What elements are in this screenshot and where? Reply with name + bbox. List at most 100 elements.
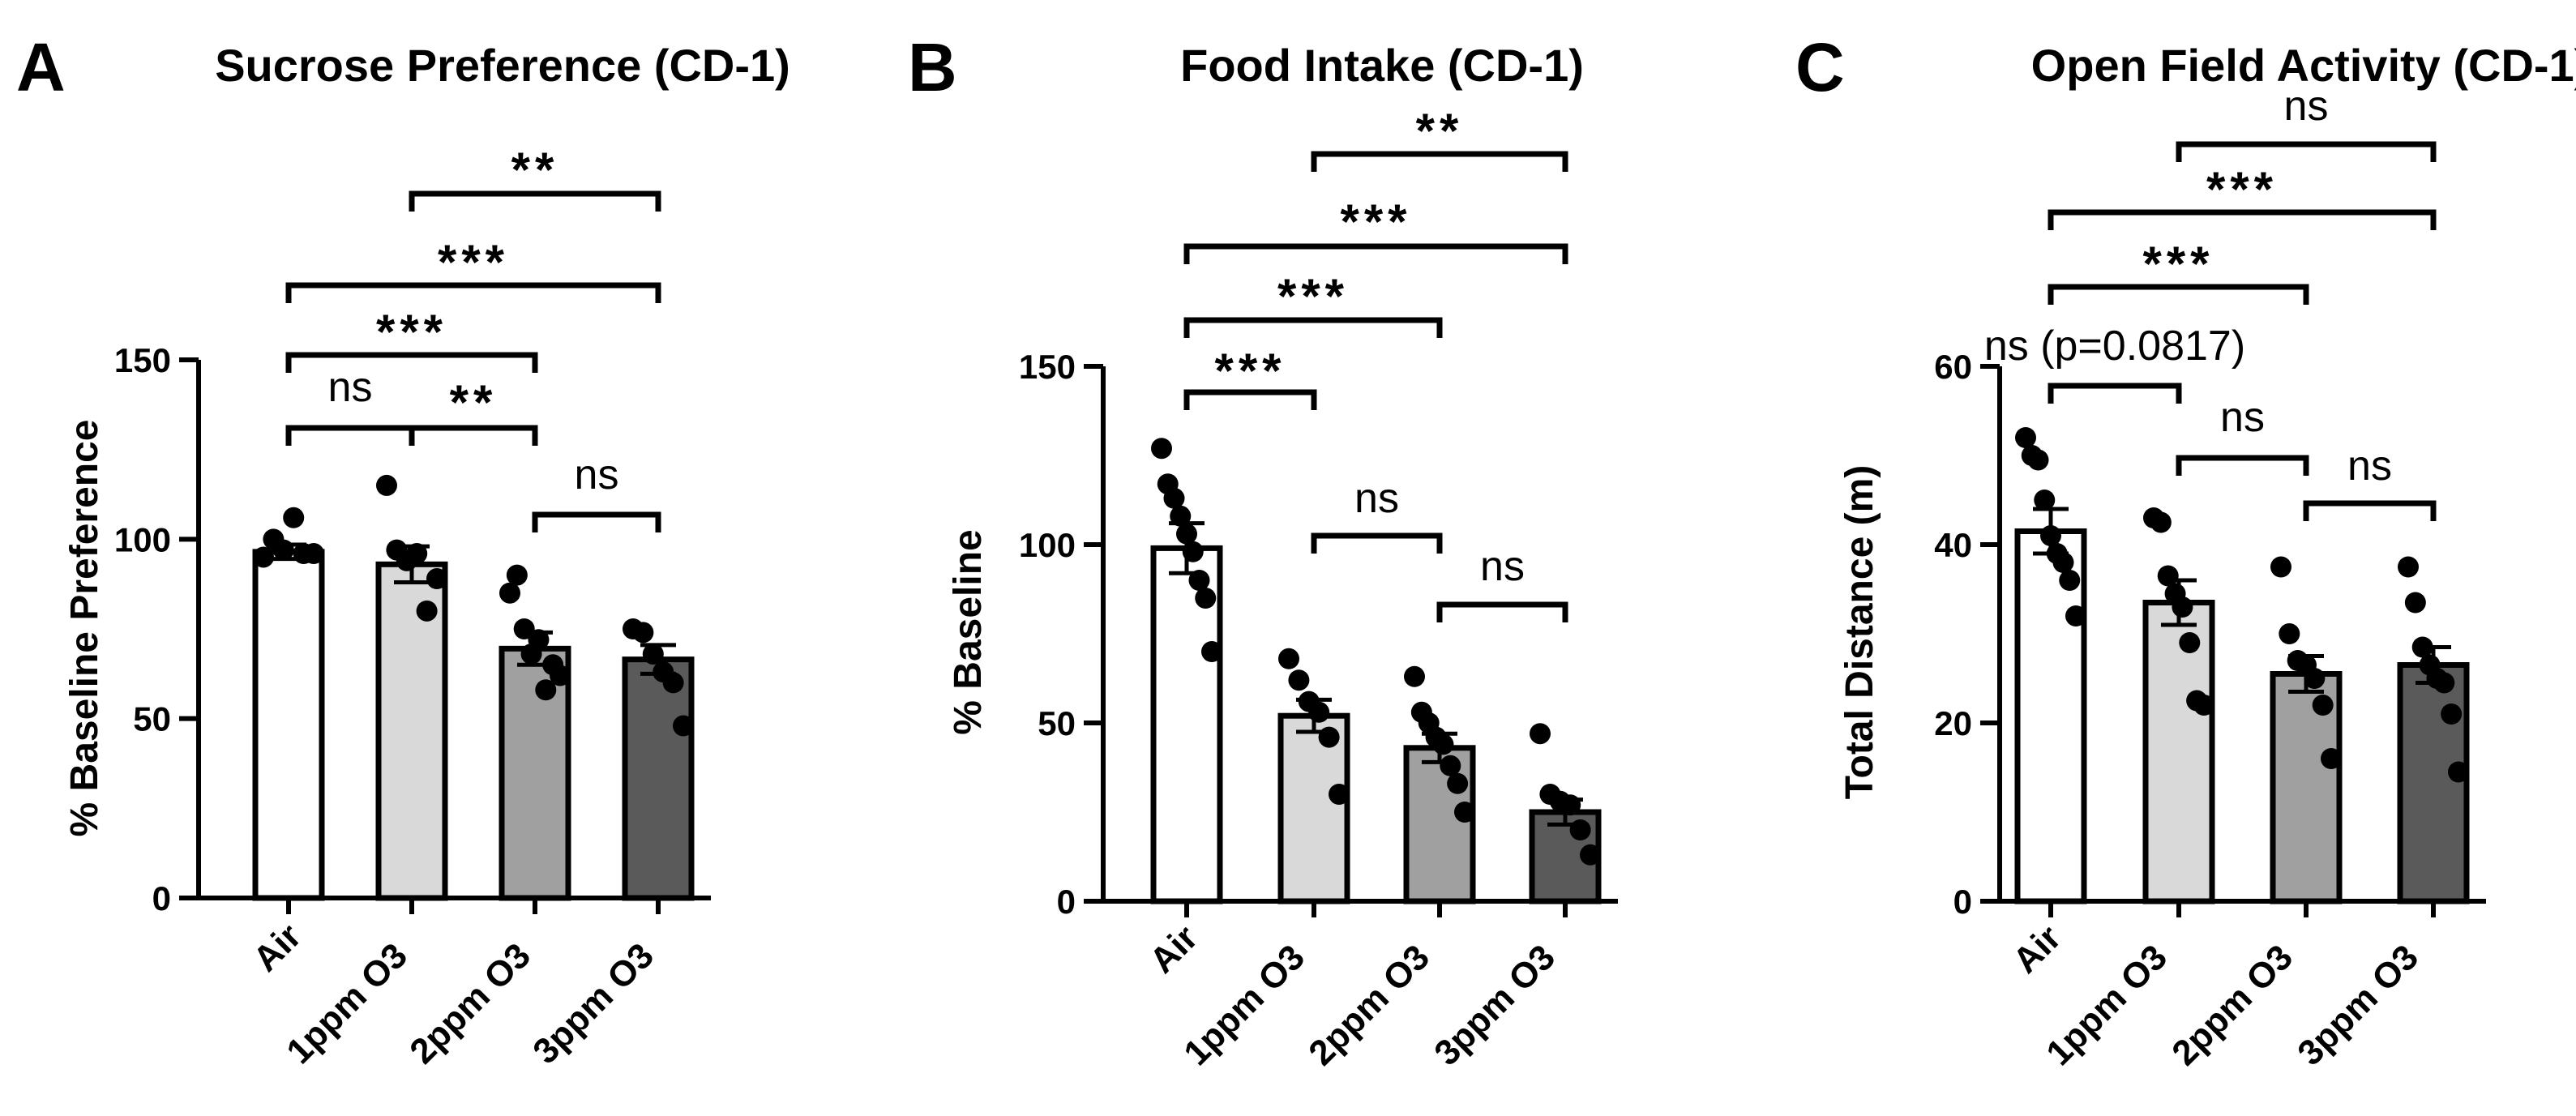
x-tick-labels-b: Air 1ppm O3 2ppm O3 3ppm O3 <box>1142 917 1563 1073</box>
data-point <box>1440 755 1461 776</box>
data-point <box>535 679 557 701</box>
significance-bracket <box>409 425 538 446</box>
significance-bracket <box>2303 500 2437 521</box>
significance-bracket <box>2176 141 2437 162</box>
bar <box>2142 600 2215 904</box>
significance-bracket <box>285 425 415 446</box>
bar <box>252 549 325 901</box>
significance-label: ** <box>450 375 498 430</box>
significance-label: ns <box>2347 443 2392 490</box>
significance-label: ns <box>328 364 373 411</box>
panel-b: B Food Intake (CD-1) % Baseline 0 50 100 15… <box>908 29 1618 1073</box>
y-tick-label: 60 <box>1934 348 1972 386</box>
data-point <box>550 665 571 686</box>
panel-a: A Sucrose Preference (CD-1) % Baseline P… <box>16 29 790 1071</box>
data-point <box>303 543 324 565</box>
chart-title-c: Open Field Activity (CD-1) <box>2031 40 2576 91</box>
data-point <box>1163 487 1185 509</box>
significance-bracket <box>285 282 661 303</box>
data-point <box>2052 552 2074 573</box>
significance-label: ** <box>1416 104 1464 158</box>
y-tick-label: 50 <box>133 700 171 738</box>
x-tick-text: 2ppm O3 <box>1301 937 1437 1073</box>
y-tick-label: 0 <box>1953 883 1972 921</box>
y-tick-label: 100 <box>114 520 171 558</box>
panel-letter-c: C <box>1795 29 1845 105</box>
x-tick-label: 2ppm O3 <box>1301 937 1437 1073</box>
bar <box>622 656 695 901</box>
data-point <box>662 672 684 694</box>
panel-letter-b: B <box>908 29 957 105</box>
x-tick-label: 3ppm O3 <box>2290 937 2426 1073</box>
data-point <box>1182 541 1204 562</box>
data-point <box>272 539 294 561</box>
significance-bracket <box>1183 243 1568 264</box>
data-point <box>1288 669 1310 691</box>
y-tick-label: 150 <box>114 341 171 379</box>
x-tick-text: 1ppm O3 <box>279 935 415 1071</box>
significance-bracket <box>1183 317 1443 338</box>
x-tick-text: 2ppm O3 <box>2164 937 2300 1073</box>
data-point <box>2150 511 2172 533</box>
significance-label: ns <box>1480 543 1525 590</box>
data-point <box>1560 794 1581 816</box>
y-tick-label: 100 <box>1019 526 1076 564</box>
x-tick-text: 1ppm O3 <box>2039 937 2175 1073</box>
significance-bracket <box>1436 601 1568 622</box>
significance-label: *** <box>2142 237 2214 291</box>
significance-label: *** <box>1214 344 1286 398</box>
y-axis-label-a: % Baseline Preference <box>63 420 106 837</box>
significance-bracket <box>1183 389 1317 410</box>
data-point <box>499 582 520 604</box>
x-tick-text: 3ppm O3 <box>1427 937 1563 1073</box>
data-point <box>2172 596 2193 618</box>
bar <box>499 645 571 901</box>
x-tick-labels-a: Air 1ppm O3 2ppm O3 3ppm O3 <box>246 916 661 1071</box>
bar <box>2014 528 2087 904</box>
significance-label: ns <box>2284 83 2329 130</box>
significance-bracket <box>285 352 538 373</box>
x-tick-label: 1ppm O3 <box>2039 937 2175 1073</box>
data-point <box>1447 772 1469 794</box>
data-point <box>1195 588 1217 609</box>
data-point <box>1170 505 1192 527</box>
data-point <box>426 568 447 590</box>
data-point <box>1188 570 1210 591</box>
significance-bracket <box>532 511 661 532</box>
data-point <box>1432 733 1454 755</box>
significance-label: ns <box>575 451 619 498</box>
significance-bracket <box>2048 209 2437 230</box>
data-point <box>2065 605 2086 626</box>
significance-bracket <box>2048 383 2182 404</box>
data-point <box>642 643 664 665</box>
data-point <box>1176 523 1197 545</box>
data-point <box>2027 449 2049 471</box>
data-point <box>2040 525 2061 546</box>
data-point <box>2179 632 2201 653</box>
data-point <box>673 715 694 737</box>
significance-label: ns <box>2220 394 2265 441</box>
data-point <box>1201 641 1222 662</box>
panel-letter-a: A <box>16 29 66 105</box>
significance-bracket <box>1311 532 1443 554</box>
data-point <box>513 618 535 639</box>
x-tick-label: 2ppm O3 <box>402 935 538 1071</box>
data-point <box>2157 565 2179 587</box>
data-point <box>1278 648 1299 669</box>
significance-label: ns (p=0.0817) <box>1984 323 2245 370</box>
data-point <box>2304 668 2326 689</box>
x-tick-label: 1ppm O3 <box>1176 937 1312 1073</box>
data-point <box>2312 695 2334 716</box>
data-point <box>2193 695 2214 716</box>
data-point <box>406 543 428 565</box>
data-point <box>253 546 274 568</box>
data-point <box>1569 819 1591 840</box>
data-point <box>1404 665 1425 687</box>
significance-label: *** <box>438 235 509 289</box>
significance-bracket <box>409 190 661 212</box>
chart-title-b: Food Intake (CD-1) <box>1180 40 1584 91</box>
data-point <box>2270 556 2291 578</box>
